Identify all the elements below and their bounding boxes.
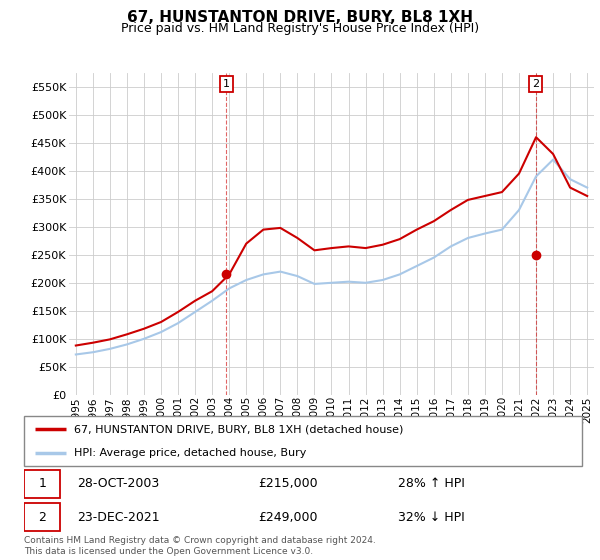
FancyBboxPatch shape (24, 503, 60, 531)
Text: 2: 2 (38, 511, 46, 524)
FancyBboxPatch shape (24, 416, 582, 466)
Text: 23-DEC-2021: 23-DEC-2021 (77, 511, 160, 524)
Text: 1: 1 (38, 477, 46, 490)
Text: 67, HUNSTANTON DRIVE, BURY, BL8 1XH (detached house): 67, HUNSTANTON DRIVE, BURY, BL8 1XH (det… (74, 424, 404, 434)
Text: 1: 1 (223, 79, 230, 89)
Text: Contains HM Land Registry data © Crown copyright and database right 2024.
This d: Contains HM Land Registry data © Crown c… (24, 536, 376, 556)
Text: Price paid vs. HM Land Registry's House Price Index (HPI): Price paid vs. HM Land Registry's House … (121, 22, 479, 35)
Text: 67, HUNSTANTON DRIVE, BURY, BL8 1XH: 67, HUNSTANTON DRIVE, BURY, BL8 1XH (127, 10, 473, 25)
Text: £215,000: £215,000 (259, 477, 318, 490)
Text: 32% ↓ HPI: 32% ↓ HPI (398, 511, 464, 524)
FancyBboxPatch shape (24, 470, 60, 498)
Text: 28% ↑ HPI: 28% ↑ HPI (398, 477, 465, 490)
Text: £249,000: £249,000 (259, 511, 318, 524)
Text: HPI: Average price, detached house, Bury: HPI: Average price, detached house, Bury (74, 449, 307, 458)
Text: 28-OCT-2003: 28-OCT-2003 (77, 477, 159, 490)
Text: 2: 2 (532, 79, 539, 89)
